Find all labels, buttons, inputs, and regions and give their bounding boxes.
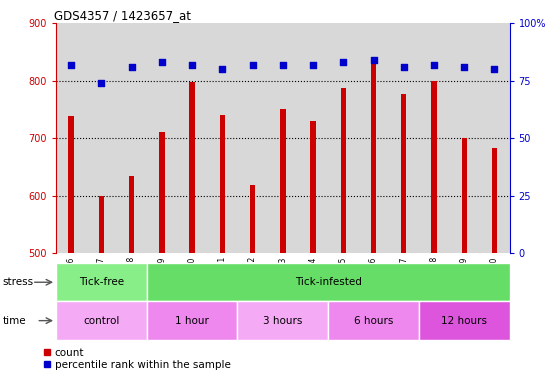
Bar [86,23,116,253]
Bar [129,175,134,253]
Bar [207,23,237,253]
Point [490,66,499,72]
Text: 3 hours: 3 hours [263,316,302,326]
Bar [328,301,419,340]
Bar [237,301,328,340]
Bar [479,23,510,253]
Bar [68,116,74,253]
Text: 12 hours: 12 hours [441,316,487,326]
Point [218,66,227,72]
Text: GDS4357 / 1423657_at: GDS4357 / 1423657_at [54,9,191,22]
Bar [189,83,195,253]
Bar [328,23,358,253]
Bar [449,23,479,253]
Bar [56,23,86,253]
Bar [116,23,147,253]
Point [188,61,197,68]
Text: control: control [83,316,119,326]
Bar [298,23,328,253]
Bar [431,81,437,253]
Bar [310,121,316,253]
Bar [147,23,177,253]
Text: 1 hour: 1 hour [175,316,209,326]
Point [399,64,408,70]
Point [127,64,136,70]
Text: time: time [3,316,26,326]
Bar [56,301,147,340]
Bar [401,94,407,253]
Point [309,61,318,68]
Bar [250,185,255,253]
Point [460,64,469,70]
Text: stress: stress [3,277,34,287]
Bar [147,263,510,301]
Text: Tick-infested: Tick-infested [295,277,362,287]
Bar [147,301,237,340]
Bar [177,23,207,253]
Bar [56,263,147,301]
Bar [280,109,286,253]
Legend: count, percentile rank within the sample: count, percentile rank within the sample [43,347,232,371]
Bar [492,148,497,253]
Point [67,61,76,68]
Point [278,61,287,68]
Bar [419,23,449,253]
Text: 6 hours: 6 hours [354,316,393,326]
Point [430,61,438,68]
Point [97,80,106,86]
Point [248,61,257,68]
Bar [340,88,346,253]
Point [339,59,348,65]
Bar [268,23,298,253]
Bar [461,138,467,253]
Bar [220,115,225,253]
Bar [237,23,268,253]
Bar [371,59,376,253]
Text: Tick-free: Tick-free [79,277,124,287]
Point [157,59,166,65]
Point [369,57,378,63]
Bar [389,23,419,253]
Bar [159,132,165,253]
Bar [419,301,510,340]
Bar [358,23,389,253]
Bar [99,196,104,253]
